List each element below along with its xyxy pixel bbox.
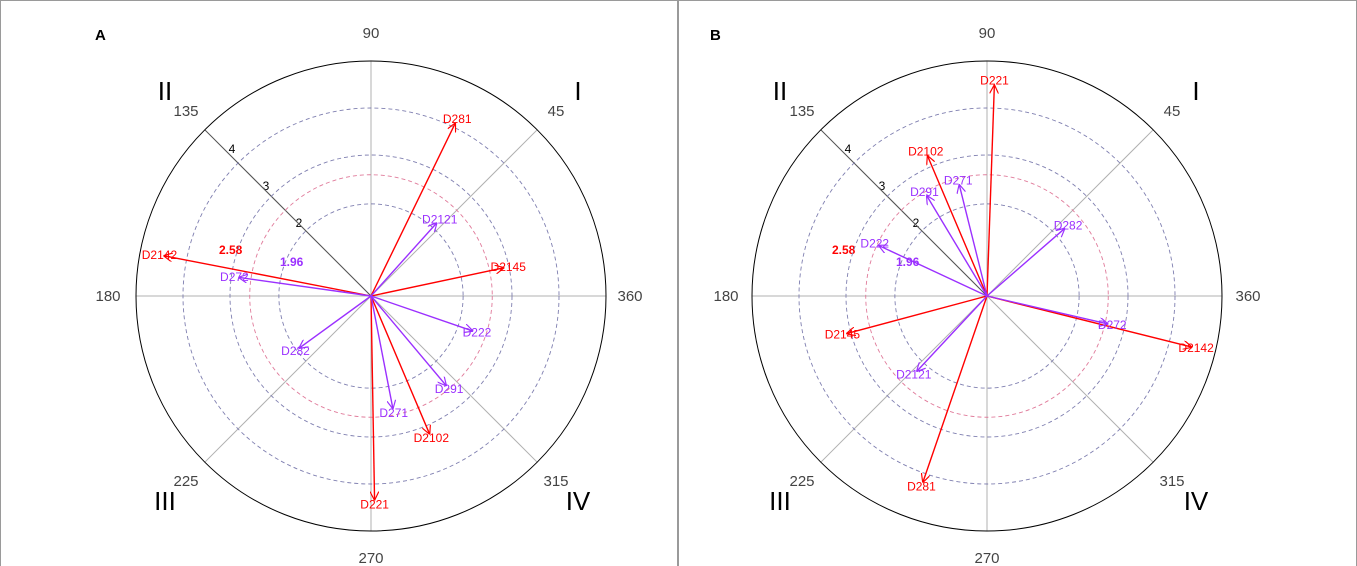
- panel-b-vector-d2145: [846, 295, 988, 334]
- panel-b-threshold-258: 2.58: [832, 243, 856, 257]
- panel-b-angle-180: 180: [713, 288, 738, 305]
- panel-b-rtick-4: 4: [845, 142, 852, 156]
- panel-a-vector-d2145: [370, 268, 504, 297]
- panel-a-vector-d291: [370, 295, 447, 386]
- panel-b-vector-label-d222: D222: [860, 237, 889, 251]
- panel-b-vector-d281: [923, 295, 988, 483]
- panel-b-angle-225: 225: [789, 473, 814, 490]
- panel-a-grid-circle: [249, 174, 493, 418]
- panel-b-radial-scale-line: [820, 129, 988, 297]
- panel-a-vector-d2102: [370, 295, 430, 434]
- panel-b-outer-circle: [751, 60, 1223, 532]
- panel-b-angle-270: 270: [974, 550, 999, 566]
- panel-a-vector-label-d222: D222: [463, 325, 492, 339]
- panel-a: A 90 45 360 315 270 225 180 135 I II III…: [95, 25, 643, 566]
- panel-a-rtick-4: 4: [229, 142, 236, 156]
- panel-a-vector-label-d291: D291: [435, 382, 464, 396]
- panel-a-threshold-258: 2.58: [219, 243, 243, 257]
- panel-a-angle-225: 225: [173, 473, 198, 490]
- panel-b-vector-label-d282: D282: [1054, 219, 1083, 233]
- panel-b-angle-135: 135: [789, 103, 814, 120]
- panel-a-vector-label-d2145: D2145: [491, 260, 527, 274]
- panel-a-vector-d282: [299, 295, 372, 348]
- panel-b-vector-d291: [926, 195, 988, 297]
- panel-a-quadrant-iv: IV: [566, 486, 591, 516]
- panel-b-threshold-196: 1.96: [896, 255, 920, 269]
- panel-a-radial-scale-line: [204, 129, 372, 297]
- panel-a-vector-label-d2102: D2102: [414, 431, 450, 445]
- panel-b-vector-label-d221: D221: [980, 74, 1009, 88]
- panel-b-angle-90: 90: [979, 25, 996, 42]
- panel-a-rtick-2: 2: [296, 216, 303, 230]
- panel-a-vector-label-d281: D281: [443, 112, 472, 126]
- panel-a-vector-label-d2142: D2142: [142, 248, 178, 262]
- panel-b-vector-label-d2142: D2142: [1178, 341, 1214, 355]
- panel-a-grid-circle: [182, 107, 560, 485]
- panel-b-vector-d272: [986, 295, 1108, 324]
- panel-b-quadrant-iv: IV: [1184, 486, 1209, 516]
- panel-a-vector-d271: [370, 295, 393, 409]
- panel-b-quadrant-i: I: [1192, 76, 1199, 106]
- panel-a-vector-d281: [370, 123, 455, 297]
- panel-a-vector-label-d271: D271: [379, 406, 408, 420]
- panel-b-vector-d221: [986, 85, 994, 297]
- panel-b-quadrant-ii: II: [773, 76, 787, 106]
- panel-b-vector-label-d281: D281: [907, 479, 936, 493]
- panel-a-quadrant-iii: III: [154, 486, 176, 516]
- panel-b-vector-d271: [959, 184, 988, 297]
- panel-a-vector-d221: [371, 295, 375, 500]
- panel-b-vector-d2102: [927, 155, 988, 297]
- panel-a-rtick-3: 3: [263, 179, 270, 193]
- panel-a-grid-circle: [278, 203, 464, 389]
- panel-a-grid-circle: [229, 154, 513, 438]
- panel-b-grid-circle: [845, 154, 1129, 438]
- panel-b-label: B: [710, 27, 721, 44]
- panel-b-vector-label-d2145: D2145: [825, 328, 861, 342]
- panel-a-angle-315: 315: [543, 473, 568, 490]
- panel-a-angle-270: 270: [358, 550, 383, 566]
- panel-b-grid-circle: [865, 174, 1109, 418]
- panel-b-vector-label-d272: D272: [1098, 318, 1127, 332]
- panel-a-plot: D281 D2145 D2142 D2102 D221 D2121 D222 D291 D271…: [135, 60, 607, 532]
- panel-b-vector-d222: [878, 245, 988, 297]
- panel-a-angle-180: 180: [95, 288, 120, 305]
- panel-a-angle-90: 90: [363, 25, 380, 42]
- panel-a-angle-360: 360: [617, 288, 642, 305]
- panel-a-vector-label-d272: D272: [220, 270, 249, 284]
- panel-a-vector-d272: [238, 277, 372, 297]
- panel-b-grid-circle: [798, 107, 1176, 485]
- panel-b-vector-label-d2102: D2102: [908, 145, 944, 159]
- panel-a-threshold-196: 1.96: [280, 255, 304, 269]
- panel-b-plot: D221 D2102 D2145 D281 D2142 D271 D291 D222 D282 D…: [751, 60, 1223, 532]
- panel-a-angle-45: 45: [548, 103, 565, 120]
- panel-b-grid-circle: [894, 203, 1080, 389]
- panel-a-frame: [0, 0, 678, 566]
- panel-b-vector-label-d291: D291: [910, 185, 939, 199]
- panel-b-angle-315: 315: [1159, 473, 1184, 490]
- panel-a-vector-d2142: [163, 256, 372, 297]
- panel-a-quadrant-i: I: [574, 76, 581, 106]
- panel-a-label: A: [95, 27, 106, 44]
- panel-b: B 90 45 360 315 270 225 180 135 I II III…: [710, 25, 1261, 566]
- panel-b-vector-d2121: [916, 295, 988, 372]
- panel-b-angle-45: 45: [1164, 103, 1181, 120]
- panel-b-vector-label-d271: D271: [944, 173, 973, 187]
- panel-a-vector-d2121: [370, 223, 437, 297]
- panel-a-angle-135: 135: [173, 103, 198, 120]
- panel-a-vector-label-d282: D282: [281, 344, 310, 358]
- panel-b-angle-360: 360: [1235, 288, 1260, 305]
- panel-a-vector-d222: [370, 295, 473, 331]
- panel-b-vector-d282: [986, 228, 1065, 297]
- panel-a-vector-label-d2121: D2121: [422, 213, 458, 227]
- panel-a-outer-circle: [135, 60, 607, 532]
- panel-a-quadrant-ii: II: [158, 76, 172, 106]
- panel-a-vector-label-d221: D221: [360, 497, 389, 511]
- panel-b-quadrant-iii: III: [769, 486, 791, 516]
- panel-b-rtick-2: 2: [913, 216, 920, 230]
- panel-b-rtick-3: 3: [879, 179, 886, 193]
- panel-b-vector-label-d2121: D2121: [896, 368, 932, 382]
